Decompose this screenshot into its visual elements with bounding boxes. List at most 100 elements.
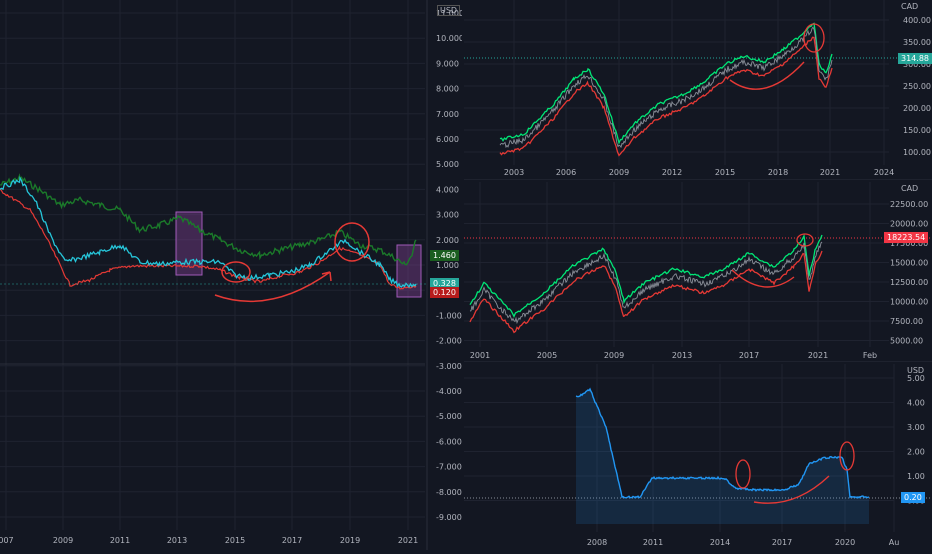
left-annotation-arrow [214, 271, 331, 303]
br-y-tick-label: 2.00 [907, 448, 925, 457]
mr-price-candles [469, 241, 823, 325]
br-x-tick-label: 2011 [643, 538, 663, 547]
middle-right-price-tag: 18223.54 [884, 232, 929, 243]
mr-annotation-circle [796, 233, 814, 247]
br-area-fill [576, 389, 869, 524]
tr-x-tick-label: 2006 [556, 168, 576, 177]
left-x-tick-label: 2017 [282, 536, 302, 545]
mr-x-tick-label: 2001 [470, 351, 490, 360]
left-annotation-circle-1 [221, 261, 251, 283]
tr-lower-band [499, 36, 833, 157]
left-series-red [0, 188, 417, 290]
left-y-tick-label: 5.000 [436, 160, 459, 169]
mr-y-tick-label: 15000.00 [890, 259, 928, 268]
tr-x-tick-label: 2021 [820, 168, 840, 177]
tr-x-tick-label: 2018 [768, 168, 788, 177]
left-y-tick-label: -4.000 [436, 387, 462, 396]
left-y-tick-label: -1.000 [436, 311, 462, 320]
mr-y-tick-label: 10000.00 [890, 298, 928, 307]
left-y-tick-label: 10.000 [436, 34, 462, 43]
bottom-right-chart-svg[interactable]: 5.004.003.002.001.000.002008201120142017… [464, 364, 932, 550]
left-y-tick-label: 3.000 [436, 211, 459, 220]
tr-x-tick-label: 2003 [504, 168, 524, 177]
tr-y-tick-label: 100.00 [903, 148, 931, 157]
tr-annotation-arrow [729, 61, 805, 90]
left-y-tick-label: -7.000 [436, 463, 462, 472]
br-x-tick-label: 2017 [772, 538, 792, 547]
left-price-tag-red: 0.120 [430, 287, 459, 298]
left-price-tag-green: 1.460 [430, 250, 459, 261]
left-y-tick-label: -5.000 [436, 412, 462, 421]
left-y-tick-label: 11.000 [436, 9, 462, 18]
tr-y-tick-label: 400.00 [903, 16, 931, 25]
mr-y-tick-label: 12500.00 [890, 278, 928, 287]
mr-y-tick-label: 17500.00 [890, 239, 928, 248]
left-y-tick-label: 7.000 [436, 110, 459, 119]
left-x-tick-label: 2019 [340, 536, 360, 545]
mr-y-tick-label: 5000.00 [890, 337, 923, 346]
mr-x-tick-label: 2017 [739, 351, 759, 360]
tr-price-candles [499, 26, 833, 149]
mr-y-tick-label: 20000.00 [890, 220, 928, 229]
br-x-tick-label: 2008 [587, 538, 607, 547]
left-x-tick-label: 007 [0, 536, 14, 545]
br-x-tick-label: 2014 [710, 538, 730, 547]
left-annotation-circle-2 [334, 222, 370, 262]
mr-x-tick-label: 2009 [604, 351, 624, 360]
top-right-chart-svg[interactable]: 400.00 350.00 300.00 250.00 200.00 150.00 100.… [464, 0, 932, 181]
tr-x-tick-label: 2024 [874, 168, 894, 177]
br-y-tick-label: 3.00 [907, 423, 925, 432]
left-y-tick-label: -9.000 [436, 513, 462, 522]
mr-x-tick-label: 2021 [808, 351, 828, 360]
tr-y-tick-label: 200.00 [903, 104, 931, 113]
left-y-tick-label: -3.000 [436, 362, 462, 371]
bottom-right-unit-label: USD [907, 366, 925, 375]
left-y-tick-label: 1.000 [436, 261, 459, 270]
br-x-tick-label: 2020 [835, 538, 855, 547]
left-series-green [0, 173, 417, 266]
tr-y-tick-label: 250.00 [903, 82, 931, 91]
left-y-tick-label: 9.000 [436, 59, 459, 68]
left-price-tag-teal: 0.328 [430, 278, 459, 289]
br-x-tick-label: Au [889, 538, 900, 547]
left-x-tick-label: 2009 [53, 536, 73, 545]
br-series-line [575, 387, 870, 499]
br-y-tick-label: 4.00 [907, 399, 925, 408]
left-y-tick-label: -2.000 [436, 337, 462, 346]
mr-y-tick-label: 22500.00 [890, 200, 928, 209]
left-x-tick-label: 2021 [398, 536, 418, 545]
left-y-tick-label: -6.000 [436, 437, 462, 446]
middle-right-chart-svg[interactable]: 22500.00 20000.00 17500.00 15000.00 12500.00… [464, 182, 932, 363]
left-x-tick-label: 2015 [225, 536, 245, 545]
middle-right-unit-label: CAD [901, 184, 919, 193]
bottom-right-price-tag: 0.20 [901, 492, 925, 503]
middle-right-chart-pane[interactable]: 22500.00 20000.00 17500.00 15000.00 12500.00… [464, 182, 932, 363]
top-right-unit-label: CAD [901, 2, 919, 11]
tr-x-tick-label: 2015 [715, 168, 735, 177]
top-right-price-tag: 314.88 [898, 53, 932, 64]
br-annotation-circle-2 [839, 441, 855, 471]
tr-y-tick-label: 150.00 [903, 126, 931, 135]
mr-upper-band [469, 233, 823, 318]
left-x-tick-label: 2011 [110, 536, 130, 545]
left-unit-label: USD [437, 5, 461, 16]
left-series-teal [0, 175, 417, 289]
tr-upper-band [499, 22, 833, 145]
left-y-tick-label: 4.000 [436, 185, 459, 194]
left-y-tick-label: -8.000 [436, 488, 462, 497]
top-right-chart-pane[interactable]: 400.00 350.00 300.00 250.00 200.00 150.00 100.… [464, 0, 932, 181]
mr-lower-band [469, 250, 823, 334]
tr-annotation-circle [803, 23, 825, 53]
mr-x-tick-label: 2013 [672, 351, 692, 360]
left-chart-svg[interactable]: 11.000 10.000 9.000 8.000 7.000 6.000 5.000 4.0… [0, 0, 464, 550]
br-y-tick-label: 1.00 [907, 472, 925, 481]
br-annotation-circle-1 [735, 459, 751, 489]
left-chart-pane[interactable]: 11.000 10.000 9.000 8.000 7.000 6.000 5.000 4.0… [0, 0, 464, 550]
left-y-tick-label: 8.000 [436, 85, 459, 94]
bottom-right-chart-pane[interactable]: 5.004.003.002.001.000.002008201120142017… [464, 364, 932, 550]
br-annotation-arrow [753, 475, 830, 504]
mr-x-tick-label: 2005 [537, 351, 557, 360]
mr-x-tick-label: Feb [863, 351, 877, 360]
left-annotation-arrowhead [321, 271, 332, 282]
left-y-tick-label: 6.000 [436, 135, 459, 144]
